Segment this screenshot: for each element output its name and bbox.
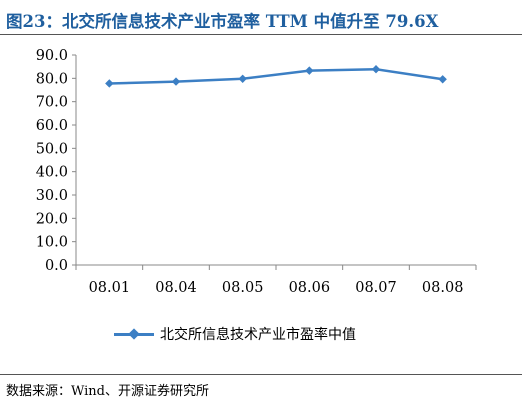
x-tick-label: 08.05 — [222, 280, 264, 296]
x-tick-label: 08.08 — [422, 280, 464, 296]
data-point — [171, 77, 181, 86]
y-tick-label: 80.0 — [36, 71, 68, 87]
y-tick-label: 60.0 — [36, 118, 68, 134]
y-tick-label: 50.0 — [36, 141, 68, 157]
series-line — [109, 67, 443, 85]
y-tick-label: 20.0 — [36, 211, 68, 227]
figure-title: 图23：北交所信息技术产业市盈率 TTM 中值升至 79.6X — [6, 12, 439, 31]
data-point — [371, 65, 381, 74]
x-tick-label: 08.06 — [289, 280, 331, 296]
x-axis: 08.01 08.04 08.05 08.06 08.07 08.08 — [75, 264, 477, 296]
x-tick-label: 08.07 — [355, 280, 397, 296]
y-tick-label: 30.0 — [36, 188, 68, 204]
data-point — [305, 66, 314, 75]
title-divider — [0, 34, 522, 35]
legend: 北交所信息技术产业市盈率中值 — [114, 322, 356, 346]
data-point — [438, 75, 447, 84]
y-tick-label: 70.0 — [36, 95, 68, 111]
line-chart: 0.010.020.030.040.050.060.070.080.090.0 … — [36, 48, 477, 296]
y-tick-label: 0.0 — [45, 258, 68, 274]
source-divider — [0, 374, 522, 375]
y-tick-label: 40.0 — [36, 165, 68, 181]
x-tick-label: 08.04 — [155, 280, 197, 296]
data-point — [238, 74, 247, 83]
legend-swatch — [114, 322, 154, 346]
source-note: 数据来源：Wind、开源证券研究所 — [6, 384, 209, 399]
y-axis: 0.0 10.0 20.0 30.0 40.0 50.0 60.0 70.0 80.0 90.0 — [36, 48, 77, 274]
x-tick-label: 08.01 — [89, 280, 131, 296]
data-point — [105, 79, 114, 88]
legend-label: 北交所信息技术产业市盈率中值 — [160, 327, 356, 343]
y-tick-label: 10.0 — [36, 235, 68, 251]
y-tick-label: 90.0 — [36, 48, 68, 64]
series-layer — [105, 65, 447, 88]
